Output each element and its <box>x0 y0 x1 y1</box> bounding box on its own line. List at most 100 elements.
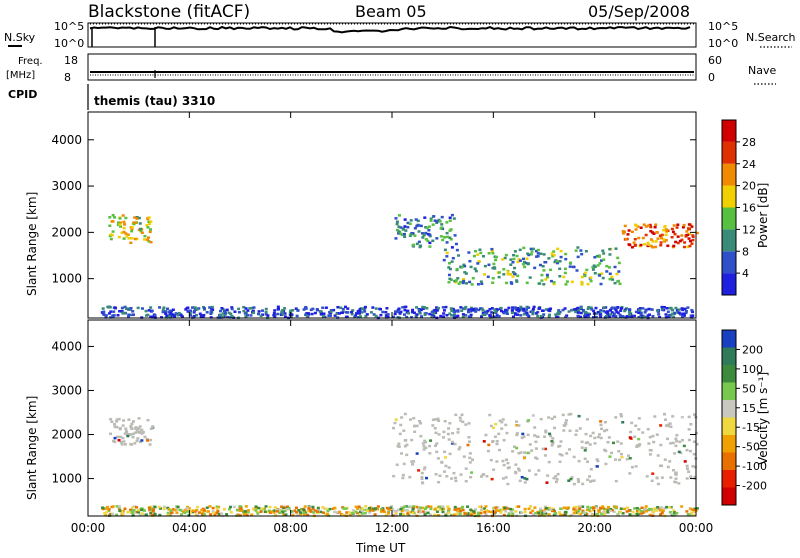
power-cell <box>547 257 551 260</box>
power-cell <box>435 237 439 240</box>
power-cell <box>111 230 115 233</box>
power-cell <box>579 311 583 315</box>
velocity-cell <box>254 505 258 508</box>
power-cell <box>135 237 139 241</box>
velocity-cell <box>659 443 663 447</box>
velocity-cell <box>666 465 670 469</box>
velocity-cell <box>284 513 288 516</box>
velocity-cell <box>574 509 578 512</box>
power-cell <box>505 312 509 316</box>
velocity-cell <box>445 475 449 478</box>
velocity-cell <box>641 511 645 514</box>
power-cell <box>561 308 565 312</box>
power-cell <box>689 314 693 317</box>
power-cell <box>511 275 515 278</box>
velocity-cell <box>515 433 519 437</box>
power-cell <box>483 273 487 276</box>
velocity-cell <box>222 507 226 511</box>
power-cell <box>608 308 612 312</box>
power-cell <box>410 232 414 236</box>
velocity-cell <box>642 508 646 511</box>
power-colorbar-swatch <box>722 229 736 252</box>
power-cell <box>413 227 417 230</box>
velocity-cell <box>583 457 587 461</box>
velocity-cell <box>455 509 459 512</box>
power-cell <box>634 224 638 228</box>
power-cell <box>521 263 525 266</box>
velocity-cell <box>647 442 651 445</box>
power-cell <box>450 309 454 312</box>
power-cell <box>491 281 495 284</box>
power-cell <box>538 307 542 310</box>
power-cell <box>119 225 123 228</box>
power-cell <box>432 215 436 218</box>
velocity-cell <box>570 513 574 517</box>
power-cell <box>623 230 627 234</box>
power-cell <box>192 311 196 314</box>
power-cell <box>538 263 542 267</box>
velocity-cell <box>153 505 157 509</box>
velocity-cell <box>689 513 693 516</box>
velocity-cell <box>420 477 424 481</box>
power-cell <box>180 315 184 318</box>
velocity-cell <box>191 509 195 512</box>
velocity-cell <box>413 430 417 433</box>
power-cell <box>419 224 423 228</box>
power-cell <box>574 308 578 311</box>
velocity-cell <box>588 475 592 478</box>
velocity-cell <box>457 507 461 511</box>
velocity-cell <box>433 418 437 421</box>
power-cell <box>106 305 110 309</box>
power-cell <box>404 305 408 309</box>
velocity-cell <box>587 508 591 511</box>
velocity-cell <box>586 478 590 482</box>
velocity-cell <box>649 508 653 511</box>
velocity-cell <box>487 510 491 513</box>
power-cell <box>598 312 602 316</box>
velocity-cell <box>149 512 153 515</box>
power-cell <box>618 313 622 317</box>
velocity-cell <box>668 460 672 463</box>
power-cell <box>403 218 407 221</box>
power-cell <box>594 306 598 310</box>
velocity-cell <box>478 505 482 508</box>
power-cell <box>197 307 201 310</box>
power-cell <box>530 310 534 314</box>
velocity-cell <box>352 510 356 514</box>
velocity-cell <box>634 465 638 468</box>
velocity-cell <box>369 507 373 511</box>
nsky-tick-bottom: 10^0 <box>54 37 84 50</box>
power-cell <box>514 313 518 316</box>
velocity-cell <box>583 513 587 517</box>
velocity-cell <box>132 511 136 514</box>
velocity-cell <box>325 512 329 516</box>
power-cell <box>638 309 642 312</box>
velocity-cell <box>497 432 501 436</box>
nsky-tick-top: 10^5 <box>54 20 84 33</box>
velocity-cell <box>426 511 430 515</box>
velocity-xlabel: Time UT <box>355 541 406 554</box>
power-cell <box>454 279 458 282</box>
velocity-cell <box>425 476 429 480</box>
velocity-cell <box>549 508 553 511</box>
power-cell <box>411 308 415 312</box>
velocity-cell <box>577 459 581 463</box>
velocity-cell <box>101 506 105 509</box>
power-cell <box>118 223 122 226</box>
power-cell <box>544 278 548 281</box>
velocity-cell <box>406 512 410 515</box>
velocity-cell <box>423 507 427 511</box>
velocity-cell <box>417 469 421 472</box>
power-colorbar-swatch <box>722 163 736 186</box>
power-cell <box>424 226 428 229</box>
power-cell <box>581 309 585 312</box>
power-cell <box>592 264 596 267</box>
power-cell <box>542 313 546 316</box>
power-cell <box>129 306 133 310</box>
velocity-cell <box>515 420 519 423</box>
power-cell <box>510 282 514 285</box>
velocity-cell <box>572 506 576 509</box>
velocity-cell <box>341 513 345 517</box>
power-cell <box>460 309 464 312</box>
velocity-cell <box>440 461 444 464</box>
